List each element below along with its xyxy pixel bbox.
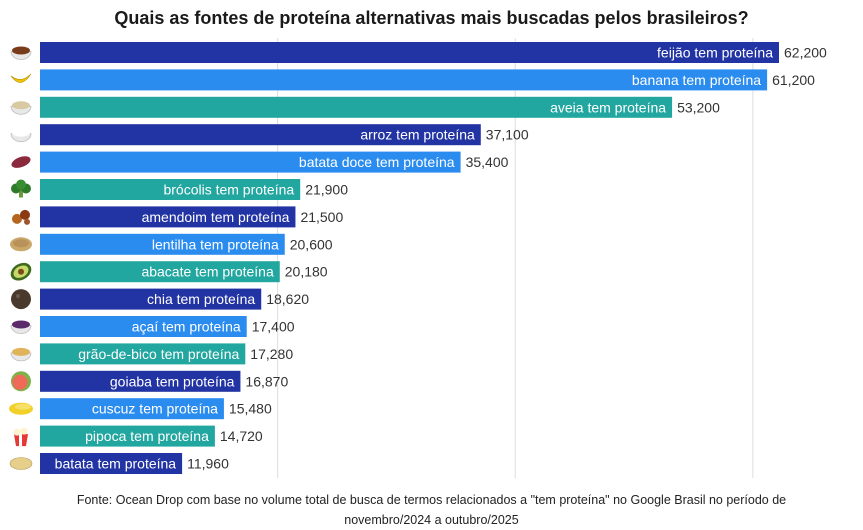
value-label: 37,100: [486, 127, 529, 143]
chickpea-bowl-icon: [10, 347, 32, 362]
value-label: 15,480: [229, 401, 272, 417]
peanut-icon: [12, 209, 30, 225]
value-label: 35,400: [466, 154, 509, 170]
source-note: Fonte: Ocean Drop com base no volume tot…: [0, 490, 863, 530]
bar-chart: feijão tem proteína 62,200 banana tem prot…: [9, 38, 827, 478]
bar: [40, 42, 779, 63]
bar-label: aveia tem proteína: [550, 99, 666, 115]
value-label: 11,960: [187, 456, 229, 472]
bar: [40, 261, 280, 283]
bar-label: grão-de-bico tem proteína: [78, 346, 239, 362]
bar: [40, 179, 301, 200]
bar-label: feijão tem proteína: [657, 45, 773, 61]
bar: [40, 316, 247, 337]
potato-icon: [9, 457, 33, 470]
couscous-icon: [9, 402, 33, 415]
value-label: 20,180: [285, 264, 328, 280]
value-label: 61,200: [772, 72, 815, 88]
guava-icon: [11, 371, 31, 392]
bar-label: amendoim tem proteína: [142, 209, 290, 225]
food-icons: [9, 46, 33, 470]
bar: [40, 124, 481, 146]
chia-seeds-icon: [11, 289, 31, 310]
lentil-icon: [10, 237, 32, 252]
value-label: 16,870: [245, 373, 288, 389]
value-label: 21,900: [305, 182, 348, 198]
bar-label: cuscuz tem proteína: [92, 401, 218, 417]
bar: [40, 398, 224, 420]
bar-label: açaí tem proteína: [132, 319, 241, 335]
bar-label: goiaba tem proteína: [110, 373, 235, 389]
value-label: 20,600: [290, 236, 333, 252]
value-label: 14,720: [220, 428, 263, 444]
bar: [40, 343, 246, 365]
acai-bowl-icon: [10, 320, 32, 334]
bar-label: abacate tem proteína: [141, 264, 274, 280]
bar-label: chia tem proteína: [147, 291, 255, 307]
rice-bowl-icon: [10, 128, 32, 143]
bar: [40, 425, 215, 447]
oats-bowl-icon: [10, 101, 32, 115]
sweet-potato-icon: [11, 156, 31, 168]
bar: [40, 370, 241, 392]
bar-label: arroz tem proteína: [360, 127, 475, 143]
value-label: 17,400: [252, 319, 295, 335]
value-label: 21,500: [300, 209, 343, 225]
broccoli-icon: [11, 179, 31, 198]
source-line-2: novembro/2024 a outubro/2025: [344, 513, 519, 527]
bar: [40, 69, 768, 91]
bar-label: banana tem proteína: [632, 72, 761, 88]
bar: [40, 453, 183, 474]
bar-label: batata doce tem proteína: [299, 154, 455, 170]
value-label: 18,620: [266, 291, 309, 307]
value-label: 17,280: [250, 346, 293, 362]
banana-icon: [10, 73, 32, 83]
bar: [40, 151, 461, 173]
bar: [40, 96, 673, 118]
chart-title: Quais as fontes de proteína alternativas…: [114, 8, 749, 28]
bar: [40, 206, 296, 228]
bar: [40, 233, 285, 255]
bar: [40, 288, 262, 310]
source-line-1: Fonte: Ocean Drop com base no volume tot…: [76, 493, 787, 507]
bars: feijão tem proteína 62,200 banana tem prot…: [40, 42, 827, 474]
popcorn-icon: [13, 427, 28, 447]
beans-bowl-icon: [10, 46, 32, 60]
bar-label: batata tem proteína: [55, 456, 177, 472]
value-label: 62,200: [784, 45, 827, 61]
avocado-icon: [10, 262, 32, 281]
bar-label: pipoca tem proteína: [85, 428, 209, 444]
bar-label: brócolis tem proteína: [163, 182, 294, 198]
bar-label: lentilha tem proteína: [152, 236, 279, 252]
value-label: 53,200: [677, 99, 720, 115]
